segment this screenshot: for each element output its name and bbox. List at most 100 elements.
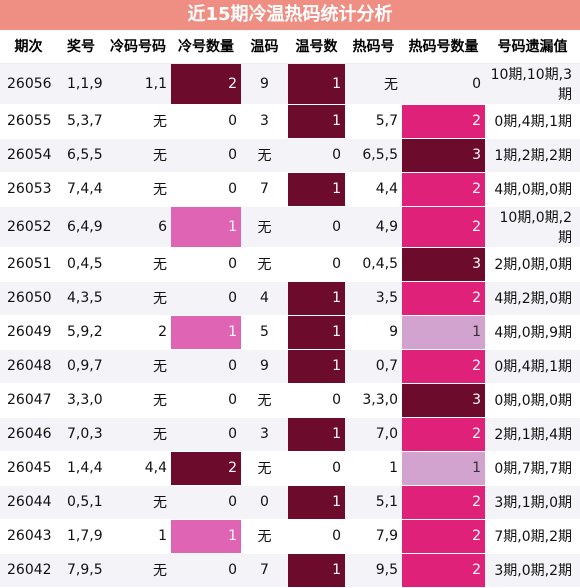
cell-cold-count: 1: [171, 519, 241, 554]
cell-hot-numbers: 无: [345, 63, 402, 105]
cell-hot-numbers: 9,5: [345, 553, 402, 588]
cell-miss-values: 4期,2期,0期: [485, 281, 580, 316]
cell-miss-values: 1期,2期,2期: [485, 138, 580, 173]
cell-warm-numbers: 0: [241, 485, 288, 520]
cell-issue: 26045: [0, 451, 57, 486]
cell-cold-count: 0: [171, 485, 241, 520]
header-cold-count: 冷号数量: [171, 30, 241, 64]
table-row: 26043 1,7,9 1 1 无 0 7,9 2 7期,0期,2期: [0, 519, 580, 554]
cell-cold-count: 2: [171, 63, 241, 105]
cell-warm-count: 1: [288, 417, 345, 452]
cell-hot-numbers: 6,5,5: [345, 138, 402, 173]
cell-warm-numbers: 无: [241, 519, 288, 554]
cell-award: 7,0,3: [57, 417, 105, 452]
cell-warm-count: 0: [288, 519, 345, 554]
cell-hot-numbers: 9: [345, 315, 402, 350]
cell-cold-count: 1: [171, 315, 241, 350]
table-row: 26047 3,3,0 无 0 无 0 3,3,0 3 0期,0期,0期: [0, 383, 580, 418]
cell-hot-numbers: 4,9: [345, 206, 402, 248]
cell-award: 3,3,0: [57, 383, 105, 418]
cell-warm-numbers: 7: [241, 553, 288, 588]
cell-warm-count: 0: [288, 451, 345, 486]
cell-cold-numbers: 无: [105, 417, 171, 452]
cell-award: 0,5,1: [57, 485, 105, 520]
cell-cold-numbers: 无: [105, 247, 171, 282]
table-row: 26050 4,3,5 无 0 4 1 3,5 2 4期,2期,0期: [0, 281, 580, 316]
cell-warm-numbers: 5: [241, 315, 288, 350]
cell-warm-numbers: 7: [241, 172, 288, 207]
table-header-row: 期次 奖号 冷码号码 冷号数量 温码 温号数 热码号 热码号数量 号码遗漏值: [0, 30, 580, 64]
cell-hot-count: 1: [402, 451, 485, 486]
table-row: 26056 1,1,9 1,1 2 9 1 无 0 10期,10期,3期: [0, 63, 580, 105]
cell-warm-count: 1: [288, 349, 345, 384]
cell-hot-count: 3: [402, 383, 485, 418]
table-row: 26051 0,4,5 无 0 无 0 0,4,5 3 2期,0期,0期: [0, 247, 580, 282]
cell-issue: 26056: [0, 63, 57, 105]
cell-warm-numbers: 3: [241, 417, 288, 452]
cell-hot-numbers: 5,7: [345, 104, 402, 139]
cell-cold-numbers: 无: [105, 485, 171, 520]
cell-hot-count: 2: [402, 519, 485, 554]
cell-warm-count: 1: [288, 485, 345, 520]
cell-cold-numbers: 2: [105, 315, 171, 350]
table-row: 26049 5,9,2 2 1 5 1 9 1 4期,0期,9期: [0, 315, 580, 350]
cell-hot-numbers: 7,0: [345, 417, 402, 452]
table-row: 26042 7,9,5 无 0 7 1 9,5 2 3期,0期,2期: [0, 553, 580, 588]
cell-cold-count: 2: [171, 451, 241, 486]
cell-warm-numbers: 无: [241, 138, 288, 173]
cell-miss-values: 3期,0期,2期: [485, 553, 580, 588]
cell-miss-values: 2期,1期,4期: [485, 417, 580, 452]
cell-warm-numbers: 无: [241, 451, 288, 486]
cell-warm-count: 1: [288, 553, 345, 588]
cell-miss-values: 4期,0期,9期: [485, 315, 580, 350]
table-row: 26052 6,4,9 6 1 无 0 4,9 2 10期,0期,2期: [0, 206, 580, 248]
cell-cold-numbers: 1: [105, 519, 171, 554]
cell-hot-count: 0: [402, 63, 485, 105]
cell-cold-numbers: 无: [105, 553, 171, 588]
cell-issue: 26046: [0, 417, 57, 452]
cell-hot-count: 2: [402, 281, 485, 316]
cell-cold-numbers: 无: [105, 172, 171, 207]
cell-hot-numbers: 7,9: [345, 519, 402, 554]
cell-cold-numbers: 无: [105, 349, 171, 384]
cell-cold-numbers: 无: [105, 281, 171, 316]
header-hot-count: 热码号数量: [402, 30, 485, 64]
cell-hot-numbers: 3,3,0: [345, 383, 402, 418]
cell-hot-numbers: 4,4: [345, 172, 402, 207]
cell-hot-numbers: 3,5: [345, 281, 402, 316]
cell-award: 5,9,2: [57, 315, 105, 350]
cell-cold-count: 0: [171, 349, 241, 384]
cell-cold-count: 0: [171, 553, 241, 588]
cell-cold-numbers: 无: [105, 383, 171, 418]
cell-hot-count: 2: [402, 172, 485, 207]
cell-warm-numbers: 9: [241, 349, 288, 384]
cell-warm-count: 1: [288, 281, 345, 316]
cell-award: 1,1,9: [57, 63, 105, 105]
header-hot-numbers: 热码号: [345, 30, 402, 64]
table-row: 26044 0,5,1 无 0 0 1 5,1 2 3期,1期,0期: [0, 485, 580, 520]
cell-cold-count: 0: [171, 138, 241, 173]
cell-award: 7,9,5: [57, 553, 105, 588]
cell-cold-count: 1: [171, 206, 241, 248]
cell-cold-count: 0: [171, 383, 241, 418]
cell-award: 7,4,4: [57, 172, 105, 207]
cell-issue: 26042: [0, 553, 57, 588]
cell-hot-count: 2: [402, 485, 485, 520]
cell-hot-numbers: 0,4,5: [345, 247, 402, 282]
cell-hot-count: 2: [402, 417, 485, 452]
cell-award: 0,9,7: [57, 349, 105, 384]
cell-award: 6,5,5: [57, 138, 105, 173]
cell-miss-values: 0期,4期,1期: [485, 104, 580, 139]
cell-award: 0,4,5: [57, 247, 105, 282]
cell-award: 1,4,4: [57, 451, 105, 486]
header-award: 奖号: [57, 30, 105, 64]
cell-miss-values: 2期,0期,0期: [485, 247, 580, 282]
cell-issue: 26048: [0, 349, 57, 384]
cell-cold-numbers: 4,4: [105, 451, 171, 486]
cell-warm-numbers: 无: [241, 383, 288, 418]
header-miss-values: 号码遗漏值: [485, 30, 580, 64]
cell-issue: 26047: [0, 383, 57, 418]
cell-warm-count: 1: [288, 172, 345, 207]
cell-issue: 26054: [0, 138, 57, 173]
